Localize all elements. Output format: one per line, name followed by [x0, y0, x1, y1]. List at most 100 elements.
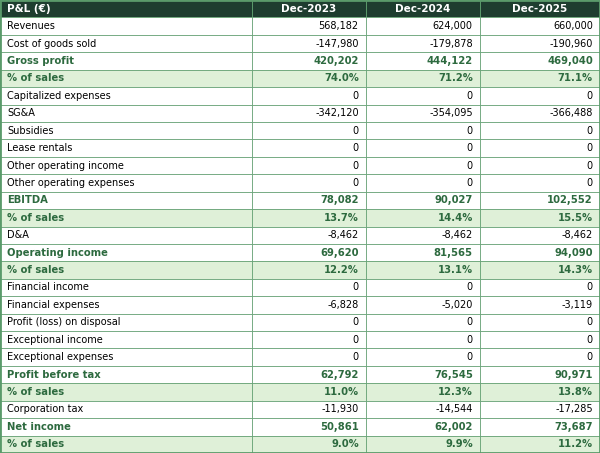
- Text: 90,027: 90,027: [434, 195, 473, 205]
- Bar: [366, 52, 480, 70]
- Bar: [366, 35, 480, 52]
- Text: 50,861: 50,861: [320, 422, 359, 432]
- Text: P&L (€): P&L (€): [7, 4, 51, 14]
- Bar: [366, 401, 480, 418]
- Bar: [252, 174, 366, 192]
- Bar: [0, 296, 252, 313]
- Bar: [366, 17, 480, 35]
- Bar: [252, 0, 366, 17]
- Text: 0: 0: [353, 91, 359, 101]
- Text: 0: 0: [587, 125, 593, 135]
- Bar: [480, 174, 600, 192]
- Text: 0: 0: [587, 335, 593, 345]
- Text: Other operating income: Other operating income: [7, 160, 124, 170]
- Text: 469,040: 469,040: [547, 56, 593, 66]
- Bar: [366, 105, 480, 122]
- Bar: [0, 157, 252, 174]
- Text: 15.5%: 15.5%: [557, 213, 593, 223]
- Text: 12.3%: 12.3%: [438, 387, 473, 397]
- Text: Net income: Net income: [7, 422, 71, 432]
- Bar: [252, 122, 366, 140]
- Bar: [0, 70, 252, 87]
- Text: -8,462: -8,462: [328, 230, 359, 240]
- Text: Exceptional expenses: Exceptional expenses: [7, 352, 113, 362]
- Bar: [480, 140, 600, 157]
- Bar: [0, 366, 252, 383]
- Bar: [0, 105, 252, 122]
- Text: Lease rentals: Lease rentals: [7, 143, 73, 153]
- Text: 0: 0: [587, 143, 593, 153]
- Bar: [366, 418, 480, 436]
- Text: -3,119: -3,119: [562, 300, 593, 310]
- Text: 0: 0: [587, 178, 593, 188]
- Text: 0: 0: [353, 318, 359, 328]
- Text: EBITDA: EBITDA: [7, 195, 48, 205]
- Bar: [252, 418, 366, 436]
- Bar: [480, 70, 600, 87]
- Text: Gross profit: Gross profit: [7, 56, 74, 66]
- Text: % of sales: % of sales: [7, 73, 64, 83]
- Text: 568,182: 568,182: [319, 21, 359, 31]
- Text: Financial income: Financial income: [7, 283, 89, 293]
- Text: 0: 0: [467, 91, 473, 101]
- Bar: [366, 436, 480, 453]
- Text: 444,122: 444,122: [427, 56, 473, 66]
- Bar: [252, 296, 366, 313]
- Bar: [0, 52, 252, 70]
- Bar: [0, 174, 252, 192]
- Text: 94,090: 94,090: [554, 248, 593, 258]
- Text: Dec-2024: Dec-2024: [395, 4, 451, 14]
- Bar: [252, 244, 366, 261]
- Bar: [0, 140, 252, 157]
- Text: 0: 0: [587, 160, 593, 170]
- Text: 0: 0: [467, 318, 473, 328]
- Bar: [252, 366, 366, 383]
- Bar: [366, 383, 480, 401]
- Bar: [366, 157, 480, 174]
- Text: % of sales: % of sales: [7, 213, 64, 223]
- Bar: [252, 140, 366, 157]
- Bar: [480, 0, 600, 17]
- Text: -11,930: -11,930: [322, 405, 359, 414]
- Text: -190,960: -190,960: [550, 39, 593, 48]
- Bar: [366, 87, 480, 105]
- Text: % of sales: % of sales: [7, 387, 64, 397]
- Bar: [0, 383, 252, 401]
- Bar: [252, 52, 366, 70]
- Bar: [252, 226, 366, 244]
- Bar: [480, 313, 600, 331]
- Text: 0: 0: [467, 143, 473, 153]
- Bar: [480, 122, 600, 140]
- Text: Dec-2023: Dec-2023: [281, 4, 337, 14]
- Bar: [366, 296, 480, 313]
- Bar: [366, 244, 480, 261]
- Bar: [366, 209, 480, 226]
- Bar: [252, 436, 366, 453]
- Bar: [0, 122, 252, 140]
- Bar: [480, 366, 600, 383]
- Bar: [480, 226, 600, 244]
- Text: 0: 0: [353, 143, 359, 153]
- Text: -6,828: -6,828: [328, 300, 359, 310]
- Bar: [366, 331, 480, 348]
- Text: 9.9%: 9.9%: [445, 439, 473, 449]
- Text: 0: 0: [353, 335, 359, 345]
- Bar: [0, 348, 252, 366]
- Bar: [480, 296, 600, 313]
- Text: 13.8%: 13.8%: [558, 387, 593, 397]
- Bar: [0, 17, 252, 35]
- Bar: [252, 87, 366, 105]
- Text: 420,202: 420,202: [313, 56, 359, 66]
- Text: 0: 0: [467, 335, 473, 345]
- Text: 0: 0: [353, 352, 359, 362]
- Bar: [366, 0, 480, 17]
- Bar: [0, 418, 252, 436]
- Bar: [480, 157, 600, 174]
- Bar: [480, 348, 600, 366]
- Text: 11.2%: 11.2%: [557, 439, 593, 449]
- Text: 0: 0: [353, 160, 359, 170]
- Text: 624,000: 624,000: [433, 21, 473, 31]
- Text: Profit (loss) on disposal: Profit (loss) on disposal: [7, 318, 121, 328]
- Bar: [480, 192, 600, 209]
- Text: 0: 0: [467, 352, 473, 362]
